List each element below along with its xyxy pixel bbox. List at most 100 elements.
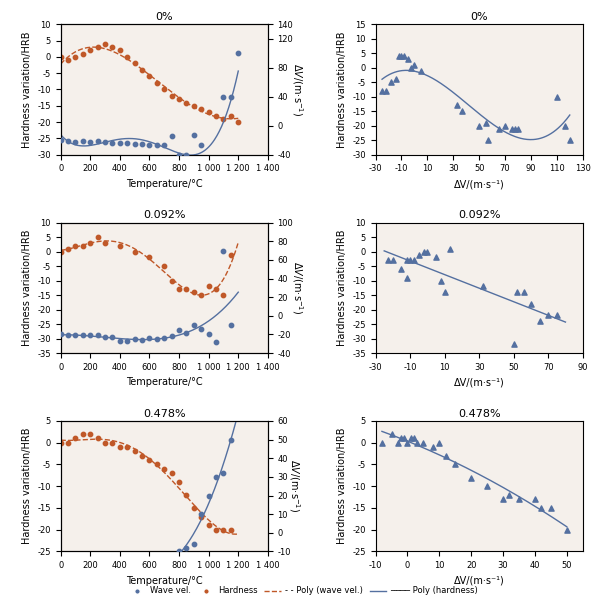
Point	[189, 287, 198, 297]
X-axis label: ΔV/(m·s⁻¹): ΔV/(m·s⁻¹)	[454, 179, 504, 189]
Point	[70, 330, 80, 340]
Point	[543, 310, 553, 320]
Point	[93, 232, 103, 242]
Point	[174, 284, 184, 294]
Point	[204, 491, 214, 501]
Point	[63, 244, 73, 253]
Point	[93, 433, 103, 443]
Point	[174, 150, 184, 159]
Point	[560, 121, 569, 130]
Point	[458, 107, 467, 116]
Point	[396, 433, 406, 443]
Point	[86, 238, 95, 248]
Point	[219, 92, 228, 102]
Point	[100, 438, 110, 448]
Point	[70, 52, 80, 62]
Point	[422, 247, 432, 256]
Point	[144, 333, 154, 343]
Point	[412, 438, 422, 448]
Point	[181, 150, 191, 159]
Y-axis label: Hardness variation/HRB: Hardness variation/HRB	[337, 230, 347, 346]
Point	[226, 111, 236, 121]
Point	[394, 52, 404, 61]
Point	[123, 442, 132, 452]
Point	[419, 247, 429, 256]
Point	[189, 101, 198, 111]
Point	[546, 503, 555, 513]
Point	[493, 124, 503, 133]
Point	[152, 569, 161, 579]
Point	[86, 330, 95, 340]
Point	[160, 140, 169, 150]
Point	[418, 438, 428, 448]
Point	[130, 447, 140, 456]
Point	[174, 547, 184, 556]
Point	[174, 95, 184, 104]
Point	[86, 45, 95, 55]
Point	[211, 525, 221, 534]
Y-axis label: Hardness variation/HRB: Hardness variation/HRB	[22, 428, 32, 544]
Point	[537, 503, 546, 513]
Point	[189, 321, 198, 330]
Point	[100, 333, 110, 342]
Point	[428, 442, 438, 452]
Point	[513, 124, 523, 133]
Point	[63, 136, 73, 146]
Point	[388, 256, 398, 265]
Point	[399, 52, 409, 61]
Point	[78, 429, 88, 439]
Point	[381, 86, 391, 96]
Point	[197, 104, 206, 114]
Point	[167, 131, 177, 141]
Point	[204, 164, 214, 174]
Point	[189, 130, 198, 140]
Point	[100, 39, 110, 48]
Point	[174, 477, 184, 487]
Point	[498, 494, 508, 504]
Point	[115, 138, 125, 148]
Point	[167, 556, 177, 565]
Point	[211, 284, 221, 294]
Point	[402, 273, 412, 282]
Point	[152, 140, 161, 150]
Point	[130, 335, 140, 344]
Point	[63, 438, 73, 448]
Point	[466, 473, 476, 482]
Point	[152, 335, 161, 344]
Y-axis label: Hardness variation/HRB: Hardness variation/HRB	[337, 428, 347, 544]
Point	[478, 282, 487, 291]
Point	[123, 569, 132, 579]
Point	[181, 284, 191, 294]
Point	[197, 324, 206, 334]
Point	[403, 54, 413, 64]
Point	[107, 138, 117, 148]
Point	[445, 244, 455, 253]
Point	[78, 241, 88, 251]
Point	[219, 290, 228, 300]
Y-axis label: $\Delta V$/(m·s$^{-1}$): $\Delta V$/(m·s$^{-1}$)	[290, 63, 305, 116]
Point	[204, 107, 214, 117]
Legend: Wave vel., Hardness, - - Poly (wave vel.), ──── Poly (hardness): Wave vel., Hardness, - - Poly (wave vel.…	[126, 583, 481, 599]
Point	[78, 136, 88, 146]
Point	[189, 503, 198, 513]
Point	[405, 433, 415, 443]
Point	[181, 98, 191, 107]
X-axis label: ΔV/(m·s⁻¹): ΔV/(m·s⁻¹)	[454, 576, 504, 586]
Point	[482, 481, 492, 491]
Point	[226, 250, 236, 259]
Point	[474, 121, 484, 130]
Point	[197, 141, 206, 150]
Point	[211, 168, 221, 178]
Point	[56, 438, 66, 448]
Point	[144, 569, 154, 579]
Point	[160, 333, 169, 343]
Point	[100, 238, 110, 248]
Point	[387, 429, 396, 439]
Title: 0%: 0%	[155, 12, 173, 22]
Title: 0.478%: 0.478%	[143, 409, 186, 419]
Point	[204, 330, 214, 339]
Point	[504, 490, 514, 500]
Point	[234, 118, 243, 127]
Point	[115, 45, 125, 55]
Point	[526, 299, 536, 308]
